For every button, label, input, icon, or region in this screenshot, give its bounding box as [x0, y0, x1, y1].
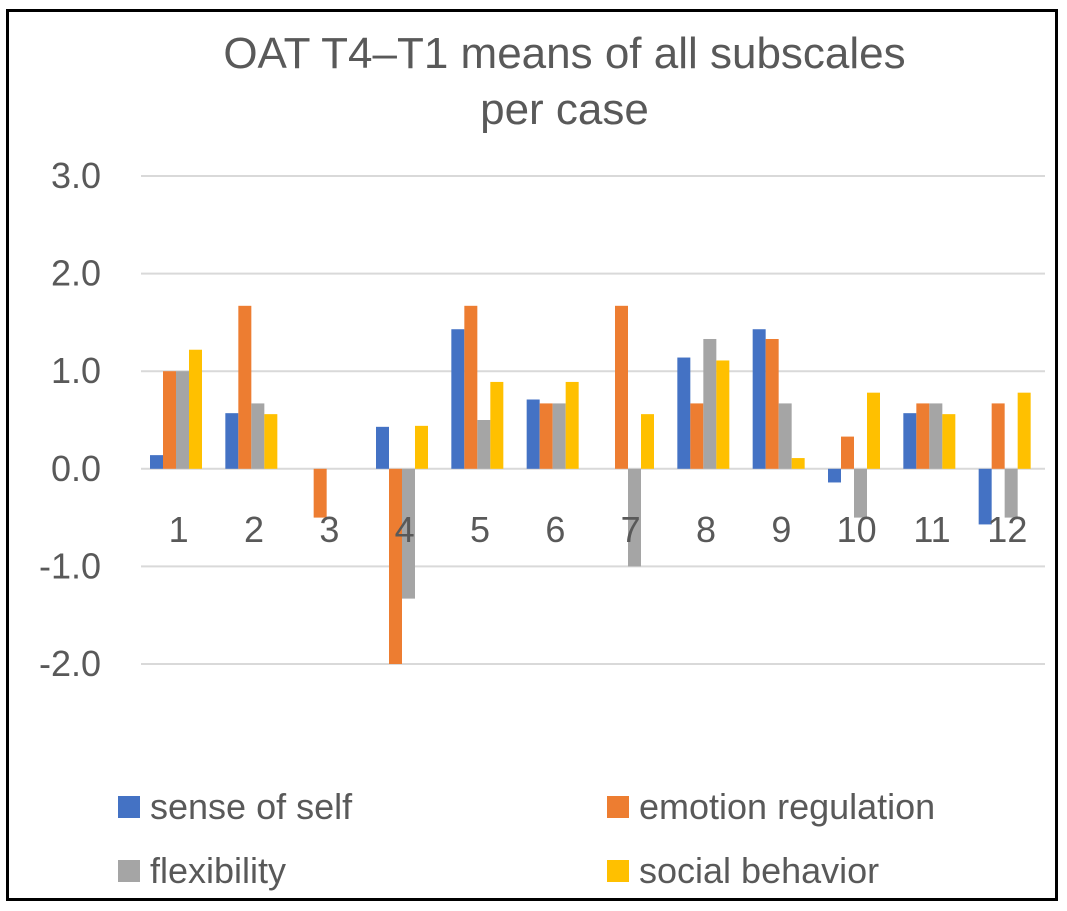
- bar: [451, 329, 465, 469]
- bar: [703, 338, 717, 469]
- bar: [841, 436, 854, 469]
- bar: [389, 468, 402, 664]
- legend-swatch: [607, 860, 629, 882]
- legend-item: social behavior: [607, 850, 879, 892]
- bar: [150, 455, 163, 469]
- bar: [978, 468, 992, 525]
- y-tick-label: 1.0: [51, 350, 101, 391]
- bar: [189, 349, 202, 469]
- bar: [854, 468, 867, 518]
- bar: [641, 414, 654, 469]
- x-tick-label: 1: [169, 509, 189, 550]
- y-tick-label: 3.0: [51, 155, 101, 196]
- bar: [565, 381, 579, 469]
- bar: [176, 371, 189, 469]
- y-tick-label: 0.0: [51, 448, 101, 489]
- bar: [163, 371, 176, 469]
- bar: [238, 305, 252, 469]
- legend-label: sense of self: [150, 786, 353, 827]
- bar: [415, 425, 428, 469]
- bar: [690, 403, 704, 469]
- bar: [402, 468, 415, 599]
- x-tick-label: 2: [244, 509, 264, 550]
- y-tick-label: 2.0: [51, 253, 101, 294]
- bar: [552, 403, 566, 469]
- legend-item: emotion regulation: [607, 786, 935, 828]
- bar: [225, 413, 239, 469]
- x-tick-label: 7: [621, 509, 641, 550]
- bar: [464, 305, 478, 469]
- bar: [677, 357, 691, 469]
- legend-item: flexibility: [118, 850, 286, 892]
- x-tick-label: 12: [987, 509, 1027, 550]
- bar: [615, 305, 628, 469]
- x-tick-label: 9: [771, 509, 791, 550]
- bar: [752, 329, 766, 469]
- y-tick-label: -1.0: [39, 545, 101, 586]
- bar: [526, 399, 540, 469]
- x-tick-label: 11: [913, 509, 950, 550]
- bar: [828, 468, 841, 483]
- x-tick-label: 5: [470, 509, 490, 550]
- bar: [916, 403, 930, 469]
- legend-label: social behavior: [639, 850, 880, 891]
- bar: [791, 458, 805, 469]
- bar: [477, 420, 491, 469]
- bar: [376, 426, 389, 469]
- bar: [929, 403, 943, 469]
- x-tick-label: 3: [319, 509, 339, 550]
- legend-swatch: [607, 796, 629, 818]
- bar: [716, 360, 730, 469]
- legend-swatch: [118, 796, 140, 818]
- legend-swatch: [118, 860, 140, 882]
- chart-title: OAT T4–T1 means of all subscales per cas…: [6, 26, 1067, 138]
- bar: [1017, 392, 1031, 469]
- y-tick-label: -2.0: [39, 643, 101, 684]
- bar: [867, 392, 880, 469]
- chart-title-line-1: OAT T4–T1 means of all subscales: [223, 29, 906, 78]
- bar: [765, 338, 779, 469]
- legend-item: sense of self: [118, 786, 352, 828]
- chart-title-line-2: per case: [480, 85, 649, 134]
- bar: [251, 403, 265, 469]
- bar: [628, 468, 641, 567]
- bar: [1004, 468, 1018, 518]
- bar: [490, 381, 504, 469]
- x-tick-label: 8: [696, 509, 716, 550]
- bar: [778, 403, 792, 469]
- x-tick-label: 10: [837, 509, 877, 550]
- x-tick-label: 4: [395, 509, 415, 550]
- legend-label: flexibility: [150, 850, 287, 891]
- legend-label: emotion regulation: [639, 786, 936, 827]
- x-tick-label: 6: [545, 509, 565, 550]
- bar: [264, 414, 278, 469]
- bar: [942, 414, 956, 469]
- bar: [539, 403, 553, 469]
- bar: [903, 413, 917, 469]
- bar: [313, 468, 327, 518]
- bar: [991, 403, 1005, 469]
